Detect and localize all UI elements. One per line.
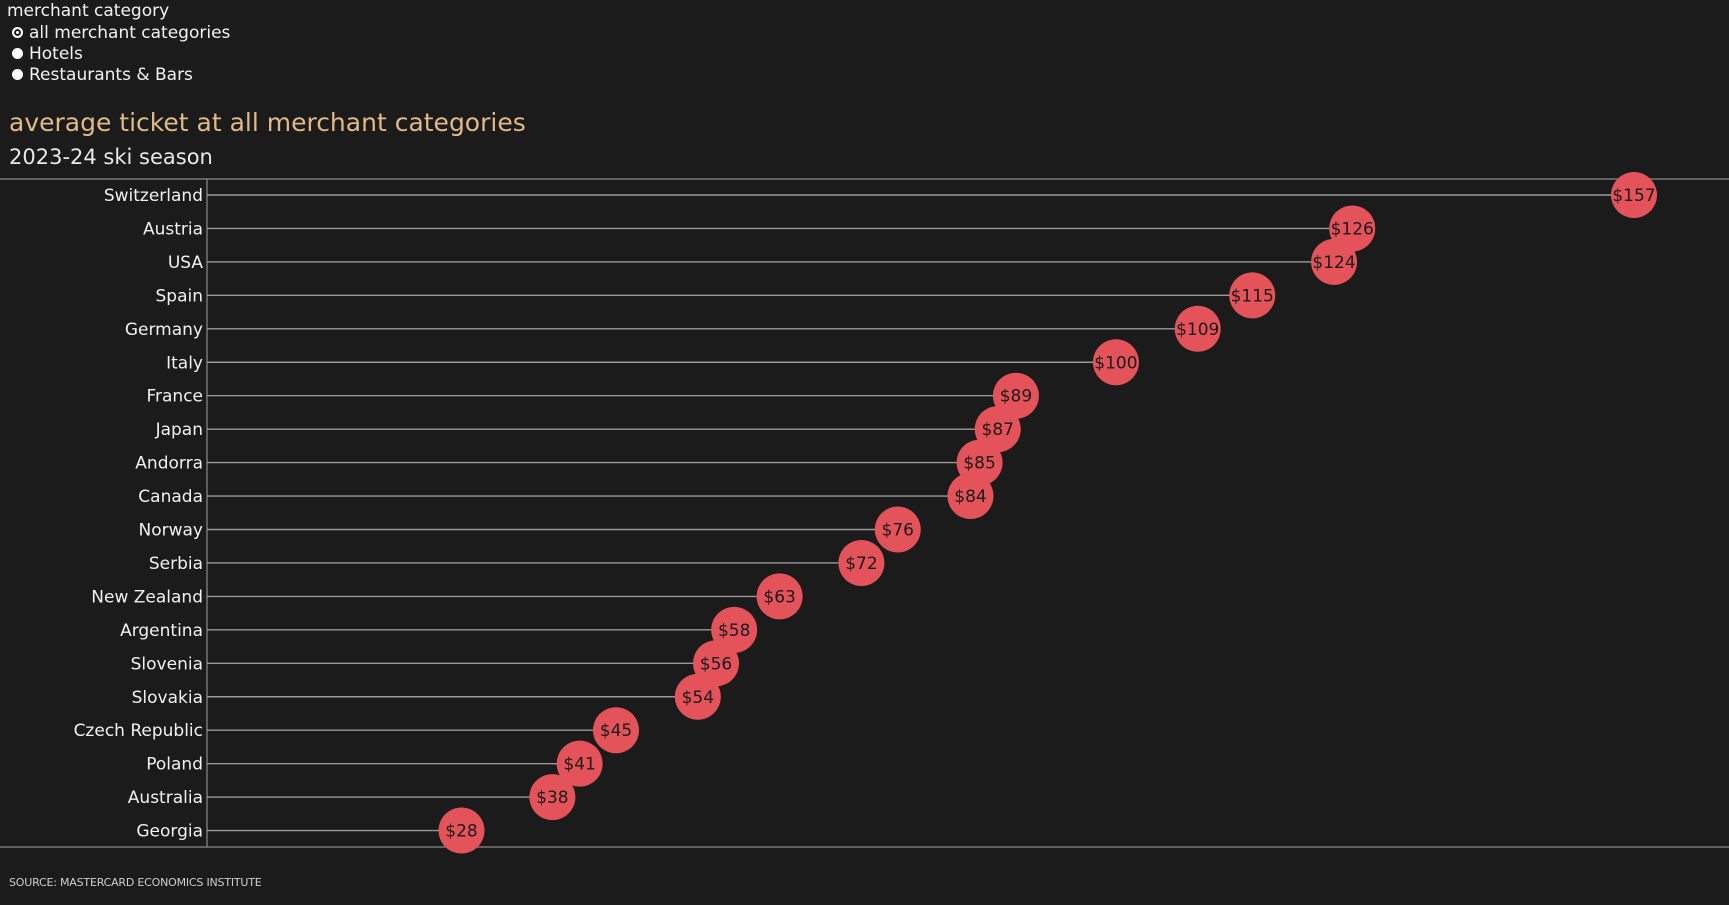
lollipop-dot [438,807,485,854]
lollipop-dot [1092,339,1139,386]
category-label: Germany [125,320,203,340]
value-label: $54 [682,688,714,708]
value-label: $115 [1231,286,1274,306]
value-label: $72 [845,554,877,574]
category-label: Canada [138,487,203,507]
value-label: $157 [1612,186,1655,206]
filter-option-restaurants-bars[interactable]: Restaurants & Bars [7,64,230,85]
value-label: $89 [1000,387,1032,407]
lollipop-dot [1229,272,1276,319]
lollipop-dot [838,539,885,586]
value-label: $38 [536,788,568,808]
value-label: $28 [445,822,477,842]
lollipop-dot [593,707,640,754]
filter-option-label: Hotels [29,43,83,64]
category-label: Norway [139,521,204,541]
lollipop-dot [674,673,721,720]
lollipop-dot [556,740,603,787]
lollipop-dot [529,774,576,821]
filter-option-all[interactable]: all merchant categories [7,22,230,43]
category-label: Slovenia [131,654,203,674]
category-label: Japan [155,420,203,440]
filter-option-label: all merchant categories [29,22,231,43]
value-label: $41 [563,755,595,775]
chart-title: average ticket at all merchant categorie… [9,108,526,137]
category-label: Slovakia [132,688,203,708]
lollipop-dot [756,573,803,620]
value-label: $56 [700,654,732,674]
lollipop-dot [874,506,921,553]
lollipop-dot [947,473,994,520]
category-label: Argentina [120,621,203,641]
lollipop-dot [1311,238,1358,285]
lollipop-dot [1611,172,1657,218]
chart-subtitle: 2023-24 ski season [9,145,213,169]
value-label: $76 [882,521,914,541]
category-label: France [146,387,203,407]
merchant-category-filter: merchant category all merchant categorie… [7,0,230,85]
value-label: $87 [982,420,1014,440]
category-label: USA [168,253,204,273]
filter-title: merchant category [7,1,170,21]
filter-option-hotels[interactable]: Hotels [7,43,230,64]
source-note: SOURCE: MASTERCARD ECONOMICS INSTITUTE [9,876,262,889]
value-label: $58 [718,621,750,641]
category-label: Czech Republic [74,721,203,741]
category-label: Andorra [135,454,203,474]
category-label: Austria [143,219,203,239]
value-label: $100 [1094,353,1137,373]
value-label: $45 [600,721,632,741]
filter-option-label: Restaurants & Bars [29,64,193,85]
value-label: $85 [963,454,995,474]
category-label: Serbia [149,554,203,574]
value-label: $63 [763,587,795,607]
radio-icon[interactable] [12,48,23,59]
category-label: Poland [146,755,203,775]
category-label: New Zealand [91,587,203,607]
category-label: Australia [128,788,203,808]
category-label: Spain [156,286,204,306]
radio-selected-icon[interactable] [12,27,23,38]
value-label: $126 [1331,219,1374,239]
value-label: $124 [1312,253,1355,273]
category-label: Georgia [136,822,203,842]
value-label: $84 [954,487,986,507]
category-label: Italy [166,353,203,373]
lollipop-dot [1174,305,1221,352]
value-label: $109 [1176,320,1219,340]
radio-icon[interactable] [12,69,23,80]
category-label: Switzerland [104,186,203,206]
